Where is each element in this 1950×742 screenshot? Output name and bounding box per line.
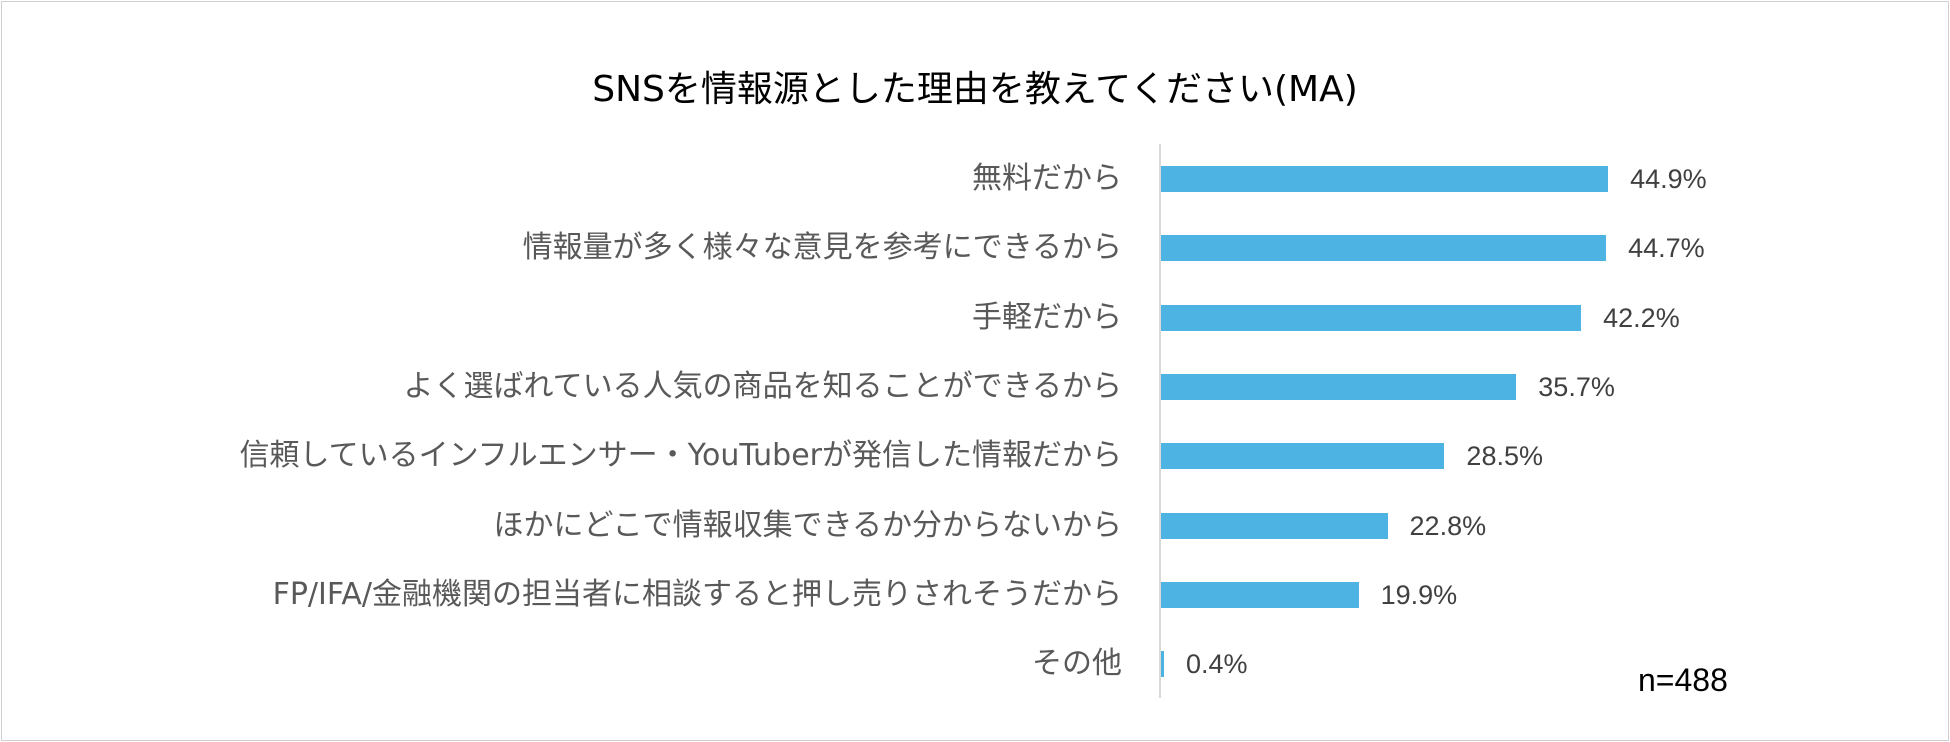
bar	[1160, 512, 1388, 539]
category-label: 無料だから	[972, 161, 1122, 196]
bar	[1160, 651, 1164, 678]
category-label: FP/IFA/金融機関の担当者に相談すると押し売りされそうだから	[272, 576, 1122, 612]
bar	[1160, 373, 1517, 400]
bar	[1160, 443, 1445, 470]
data-label: 0.4%	[1185, 649, 1248, 680]
bar	[1160, 235, 1607, 262]
sample-size-note: n=488	[1638, 662, 1728, 698]
bar	[1160, 304, 1582, 331]
category-axis-line	[1159, 144, 1161, 698]
data-label: 35.7%	[1538, 371, 1615, 402]
data-label: 44.9%	[1630, 164, 1707, 194]
bar	[1160, 581, 1359, 608]
category-label: 手軽だから	[972, 299, 1122, 335]
bar	[1160, 166, 1609, 192]
data-label: 28.5%	[1466, 441, 1543, 472]
data-label: 44.7%	[1628, 233, 1705, 264]
data-label: 22.8%	[1409, 510, 1487, 541]
category-label: ほかにどこで情報収集できるか分からないから	[493, 507, 1123, 543]
category-label: 情報量が多く様々な意見を参考にできるから	[522, 230, 1122, 266]
data-label: 19.9%	[1380, 579, 1458, 610]
category-label: 信頼しているインフルエンサー・YouTuberが発信した情報だから	[239, 438, 1122, 474]
category-label: その他	[1032, 646, 1122, 682]
data-label: 42.2%	[1603, 302, 1680, 333]
category-label: よく選ばれている人気の商品を知ることができるから	[403, 368, 1123, 404]
chart-title: SNSを情報源とした理由を教えてください(MA)	[592, 69, 1358, 110]
